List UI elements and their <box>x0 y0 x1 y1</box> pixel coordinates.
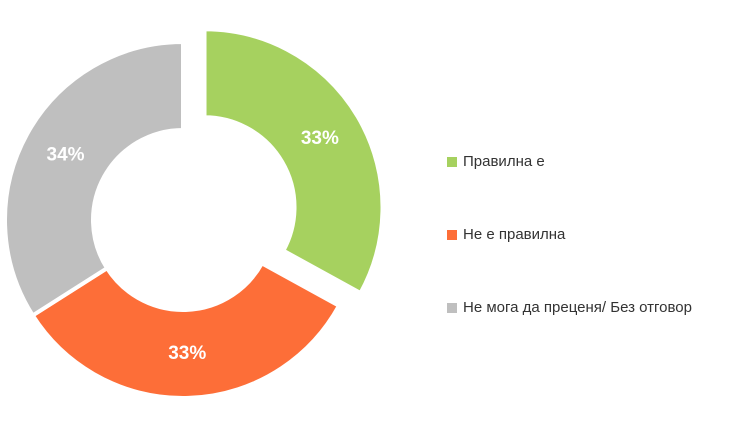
legend-swatch <box>447 157 457 167</box>
legend-label: Не мога да преценя/ Без отговор <box>463 299 692 316</box>
slice <box>29 260 342 400</box>
slice <box>3 39 185 319</box>
value-label: 33% <box>168 343 206 364</box>
legend-label: Не е правилна <box>463 226 566 243</box>
legend-swatch <box>447 303 457 313</box>
slice <box>202 27 385 296</box>
value-label: 34% <box>47 144 85 165</box>
legend-label: Правилна е <box>463 153 545 170</box>
value-label: 33% <box>301 128 339 149</box>
legend-swatch <box>447 230 457 240</box>
